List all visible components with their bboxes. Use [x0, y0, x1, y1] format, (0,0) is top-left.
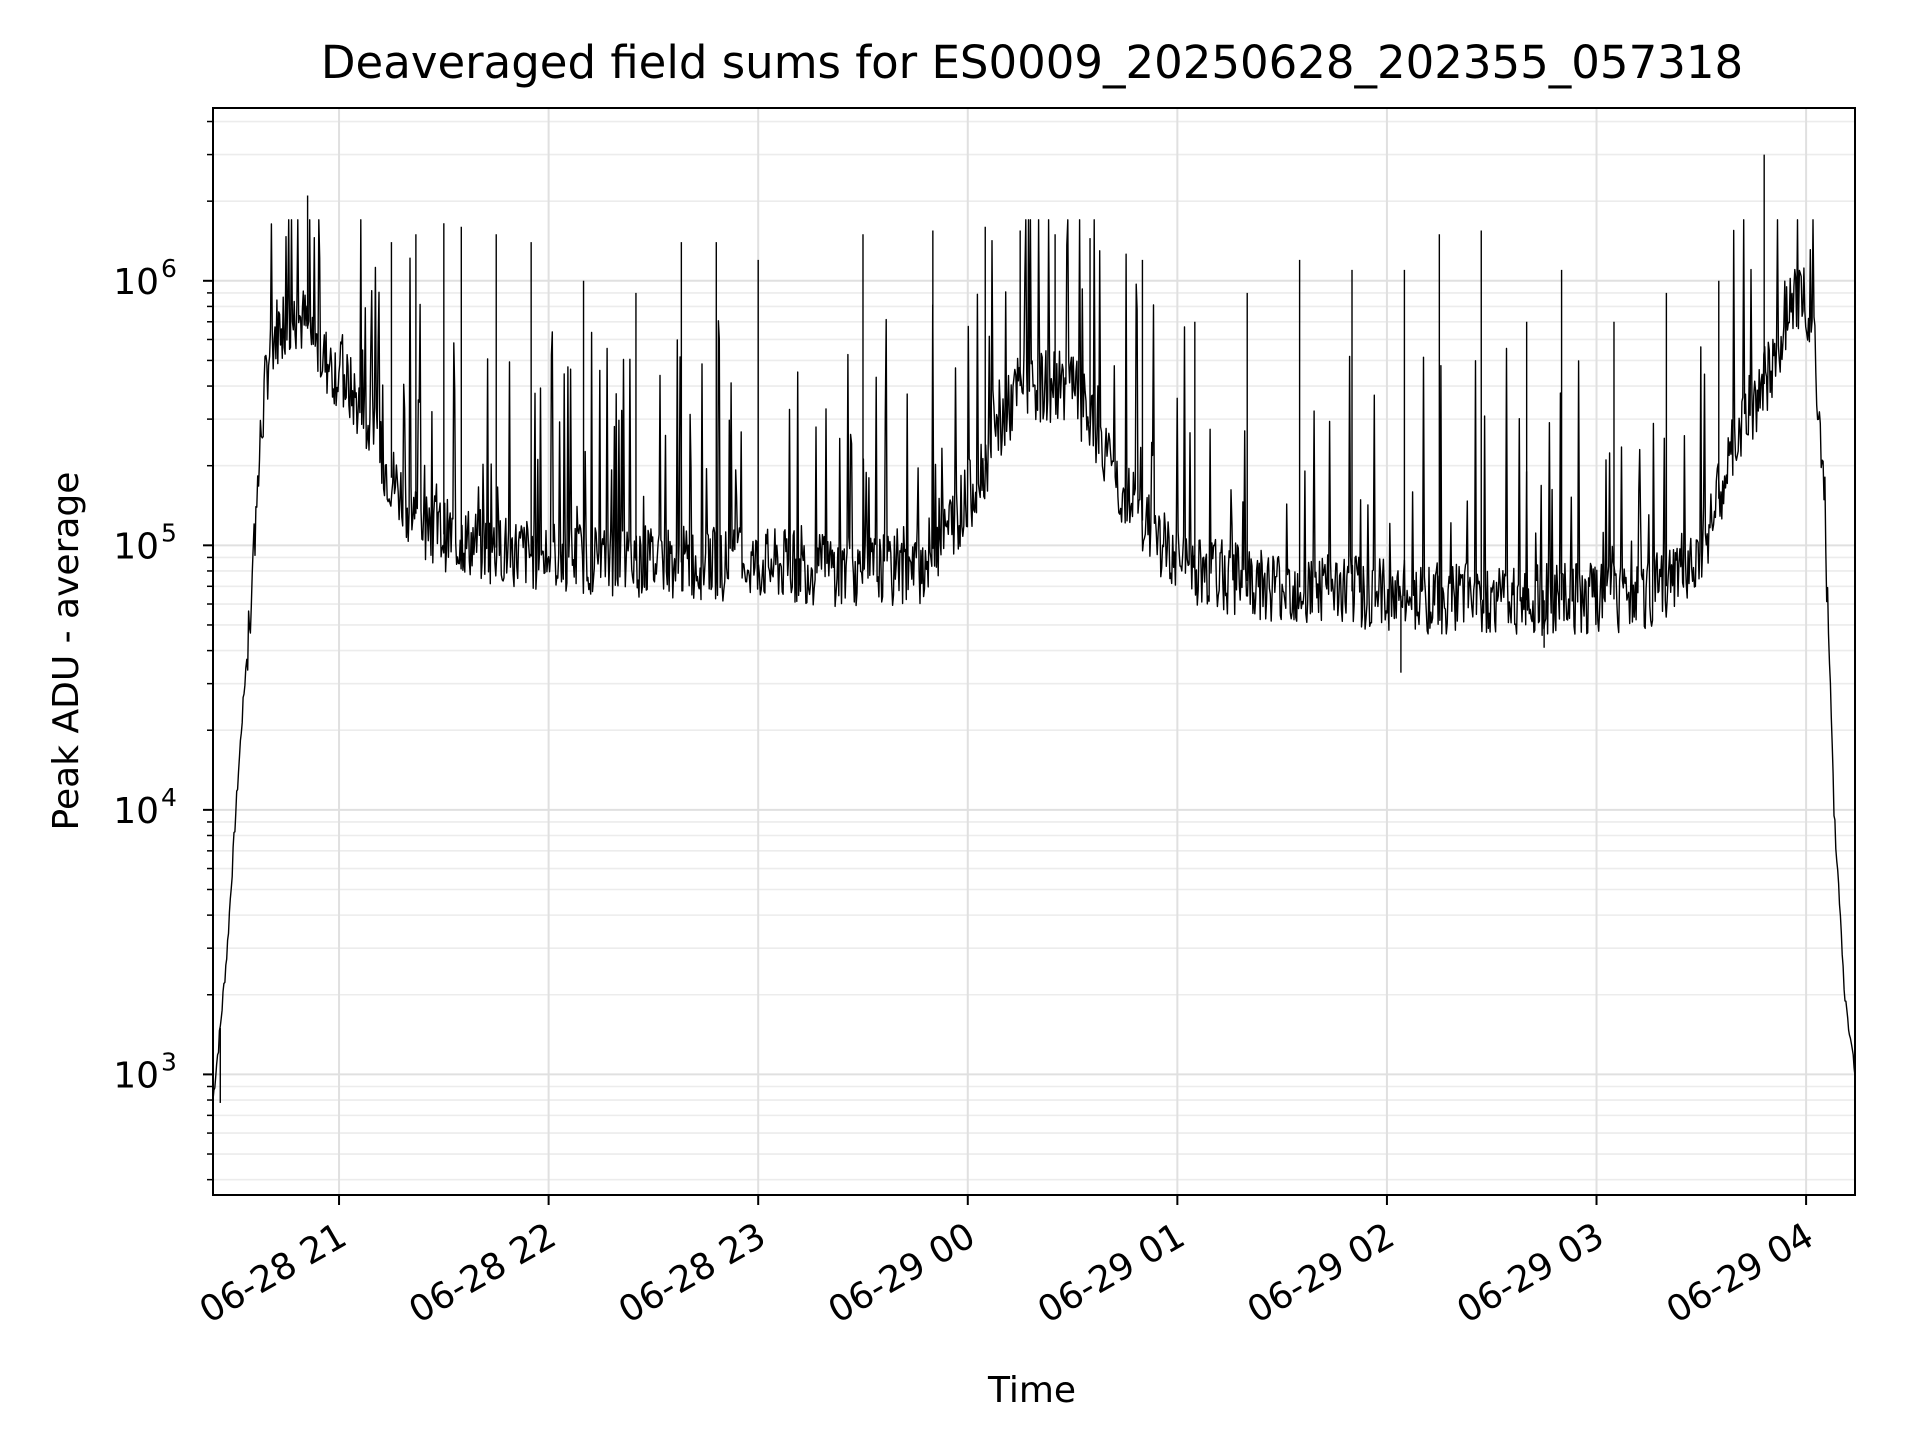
y-tick-label: 10 [113, 526, 159, 567]
y-tick-label-exponent: 6 [161, 254, 177, 283]
x-tick-label: 06-28 21 [193, 1215, 354, 1331]
x-tick-label: 06-28 23 [612, 1215, 773, 1331]
chart-title: Deaveraged field sums for ES0009_2025062… [321, 36, 1743, 89]
series-line [212, 219, 1856, 1101]
x-tick-label: 06-29 02 [1241, 1215, 1402, 1331]
x-tick-label: 06-29 03 [1450, 1215, 1611, 1331]
y-tick-label: 10 [113, 262, 159, 303]
y-tick-label-exponent: 4 [161, 783, 177, 812]
x-axis-label: Time [987, 1370, 1076, 1411]
plot-frame [212, 107, 1856, 1196]
x-tick-label: 06-29 00 [822, 1215, 983, 1331]
x-tick-label: 06-28 22 [402, 1215, 563, 1331]
x-tick-label: 06-29 01 [1031, 1215, 1192, 1331]
y-tick-label-exponent: 5 [161, 518, 177, 547]
y-tick-label: 10 [113, 1055, 159, 1096]
grid [213, 108, 1855, 1195]
x-tick-label: 06-29 04 [1660, 1215, 1821, 1331]
series [212, 154, 1856, 1103]
y-axis-label: Peak ADU - average [46, 472, 87, 831]
y-tick-label-exponent: 3 [161, 1047, 177, 1076]
x-axis: 06-28 21 06-28 22 06-28 23 06-29 00 06-29 01… [193, 1195, 1821, 1332]
y-tick-label: 10 [113, 791, 159, 832]
